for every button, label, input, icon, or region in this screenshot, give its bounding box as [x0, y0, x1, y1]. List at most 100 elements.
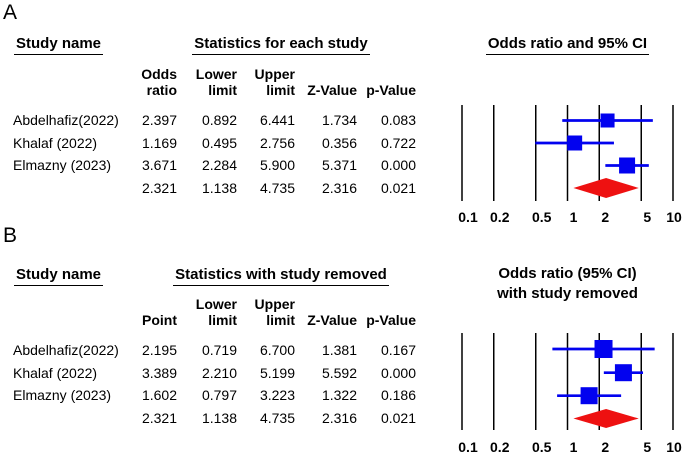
stat-value: 0.167: [380, 342, 416, 358]
stat-value: 0.083: [380, 112, 416, 128]
stat-value: 0.000: [380, 364, 416, 381]
summary-diamond: [573, 178, 639, 198]
stat-value: 1.322: [321, 387, 357, 403]
study-name: Elmazny (2023): [13, 387, 112, 403]
column-header: Z-Value: [307, 82, 357, 98]
column-header: Upper limit: [254, 296, 295, 328]
effect-size-square: [567, 135, 583, 151]
axis-tick-label: 2: [601, 439, 609, 455]
stat-value: 3.671: [141, 157, 177, 173]
effect-size-square: [614, 364, 632, 382]
axis-tick-label: 0.2: [490, 209, 510, 225]
column-header: Point: [142, 312, 177, 328]
stat-value: 2.316: [321, 179, 357, 196]
column-header: Odds ratio: [141, 66, 177, 98]
stat-value: 3.389: [141, 364, 177, 381]
study-name: Khalaf (2022): [13, 134, 98, 151]
panel-b-table: Abdelhafiz(2022) 2.195 0.719 6.700 1.381 0.16…: [13, 339, 416, 429]
column-header: Lower limit: [195, 296, 237, 328]
axis-tick-label: 5: [643, 439, 651, 455]
plot-header-line-1: Odds ratio (95% CI): [498, 265, 637, 282]
stat-value: 2.210: [201, 364, 237, 381]
stat-value: 0.495: [201, 134, 237, 151]
axis-tick-label: 2: [601, 209, 609, 225]
stat-value: 0.892: [201, 112, 237, 128]
axis-tick-label: 1: [570, 209, 578, 225]
stat-value: 1.138: [201, 409, 237, 426]
axis-tick-label: 5: [643, 209, 651, 225]
panel-a-stats-header: Statistics for each study: [133, 35, 429, 55]
stat-value: 0.356: [321, 134, 357, 151]
panel-b-column-headers: Point Lower limit Upper limit Z-Value p-Value: [13, 296, 416, 328]
stat-value: 0.722: [380, 134, 416, 151]
column-header: Z-Value: [307, 312, 357, 328]
stats-header-text: Statistics with study removed: [173, 266, 389, 286]
panel-a-plot-header: Odds ratio and 95% CI: [462, 35, 673, 55]
effect-size-square: [600, 113, 615, 128]
panel-a-study-name-header: Study name: [14, 35, 104, 55]
stat-value: 4.735: [259, 409, 295, 426]
axis-tick-label: 10: [666, 439, 682, 455]
study-name-header-text: Study name: [14, 35, 104, 55]
axis-tick-label: 10: [666, 209, 682, 225]
study-name: Abdelhafiz(2022): [13, 112, 119, 128]
panel-a-column-headers: Odds ratio Lower limit Upper limit Z-Value p-Va…: [13, 66, 416, 98]
stat-value: 2.321: [141, 409, 177, 426]
stat-value: 1.602: [141, 387, 177, 403]
stat-value: 2.284: [201, 157, 237, 173]
stat-value: 2.321: [141, 179, 177, 196]
stat-value: 0.000: [380, 157, 416, 173]
column-header: Lower limit: [195, 66, 237, 98]
axis-tick-label: 1: [570, 439, 578, 455]
column-header: [13, 66, 133, 98]
stat-value: 2.756: [259, 134, 295, 151]
axis-tick-label: 0.1: [458, 209, 478, 225]
stats-header-text: Statistics for each study: [192, 35, 370, 55]
effect-size-square: [619, 157, 636, 174]
stat-value: 0.186: [380, 387, 416, 403]
panel-b-label: B: [3, 224, 18, 247]
column-header: p-Value: [366, 312, 416, 328]
stat-value: 0.719: [201, 342, 237, 358]
column-header: Upper limit: [254, 66, 295, 98]
stat-value: 1.381: [321, 342, 357, 358]
plot-header-line-2: with study removed: [497, 284, 638, 302]
axis-tick-label: 0.5: [532, 209, 552, 225]
stat-value: 5.900: [259, 157, 295, 173]
panel-b-stats-header: Statistics with study removed: [133, 266, 429, 286]
stat-value: 4.735: [259, 179, 295, 196]
forest-plot-panel-A: 0.1 0.2 0.5 1 2 5 10: [458, 105, 682, 225]
stat-value: 2.397: [141, 112, 177, 128]
stat-value: 0.021: [380, 179, 416, 196]
stat-value: 5.199: [259, 364, 295, 381]
stat-value: 2.195: [141, 342, 177, 358]
effect-size-square: [580, 387, 598, 405]
stat-value: 1.138: [201, 179, 237, 196]
stat-value: 0.021: [380, 409, 416, 426]
stat-value: 5.371: [321, 157, 357, 173]
study-name-header-text: Study name: [14, 266, 104, 286]
axis-tick-label: 0.1: [458, 439, 478, 455]
stat-value: 1.734: [321, 112, 357, 128]
study-name: Khalaf (2022): [13, 364, 98, 381]
column-header: [13, 296, 133, 328]
study-name: Abdelhafiz(2022): [13, 342, 119, 358]
axis-tick-label: 0.5: [532, 439, 552, 455]
panel-a-table: Abdelhafiz(2022) 2.397 0.892 6.441 1.734 0.08…: [13, 109, 416, 199]
panel-b-plot-header: Odds ratio (95% CI) with study removed: [462, 264, 673, 303]
stat-value: 2.316: [321, 409, 357, 426]
study-name: [13, 407, 133, 430]
stat-value: 6.700: [259, 342, 295, 358]
plot-header-text: Odds ratio and 95% CI: [485, 35, 650, 55]
summary-diamond: [573, 409, 639, 428]
study-name: [13, 177, 133, 200]
stat-value: 3.223: [259, 387, 295, 403]
stat-value: 1.169: [141, 134, 177, 151]
stat-value: 0.797: [201, 387, 237, 403]
forest-plot-panel-B: 0.1 0.2 0.5 1 2 5 10: [458, 333, 682, 455]
study-name: Elmazny (2023): [13, 157, 112, 173]
stat-value: 5.592: [321, 364, 357, 381]
panel-b-study-name-header: Study name: [14, 266, 104, 286]
